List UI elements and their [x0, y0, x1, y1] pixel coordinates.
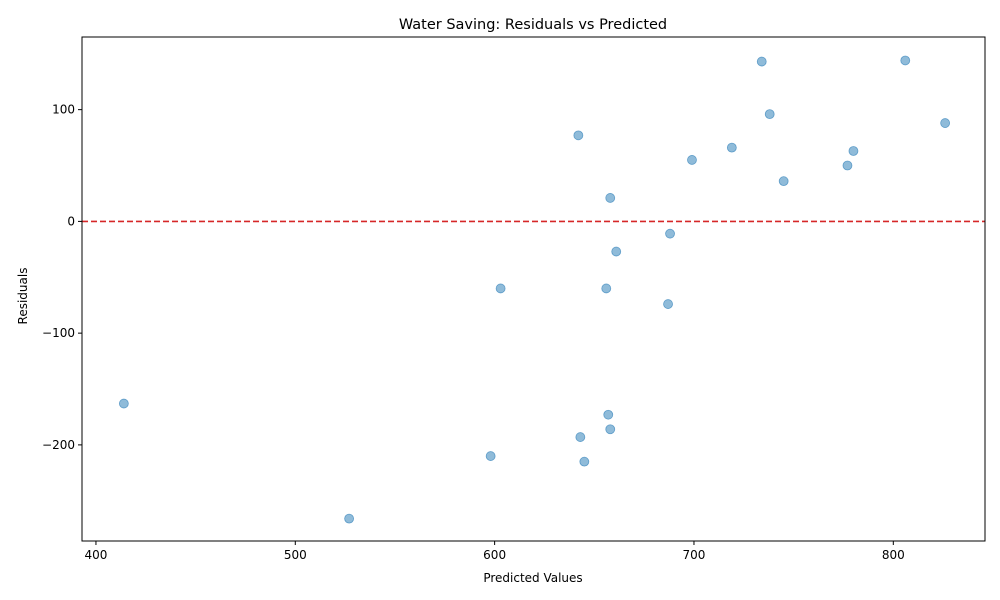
data-point — [764, 109, 775, 120]
chart-title: Water Saving: Residuals vs Predicted — [399, 17, 667, 33]
data-point — [579, 456, 590, 467]
data-point — [940, 118, 951, 128]
data-point — [842, 160, 853, 171]
data-point — [575, 432, 586, 442]
data-point — [573, 130, 584, 141]
x-tick-label: 800 — [882, 548, 905, 562]
data-point — [118, 398, 129, 409]
data-point — [900, 55, 911, 66]
y-tick-label: 0 — [67, 214, 75, 228]
data-point — [848, 146, 859, 156]
x-tick-label: 600 — [483, 548, 506, 562]
data-point — [601, 283, 612, 294]
y-tick-label: −200 — [42, 438, 75, 452]
data-point — [778, 176, 789, 187]
data-point — [605, 424, 616, 435]
x-axis-label: Predicted Values — [483, 571, 582, 585]
plot-frame — [81, 36, 986, 542]
data-point — [495, 283, 506, 294]
y-tick-label: −100 — [42, 326, 75, 340]
x-tick-label: 500 — [284, 548, 307, 562]
data-point — [756, 56, 767, 67]
data-point — [665, 228, 675, 239]
data-point — [485, 451, 496, 461]
data-point — [687, 155, 697, 165]
y-axis-label: Residuals — [16, 268, 30, 325]
data-point — [663, 299, 673, 309]
data-point — [603, 409, 614, 420]
x-tick-label: 400 — [85, 548, 108, 562]
x-tick-label: 700 — [683, 548, 706, 562]
y-tick-label: 100 — [52, 103, 75, 117]
data-point — [611, 246, 622, 257]
data-point — [344, 513, 355, 524]
data-point — [726, 142, 737, 153]
data-point — [605, 193, 616, 203]
plot-area: 400 500 600 700 800 −200 −100 0 100 — [42, 36, 986, 562]
